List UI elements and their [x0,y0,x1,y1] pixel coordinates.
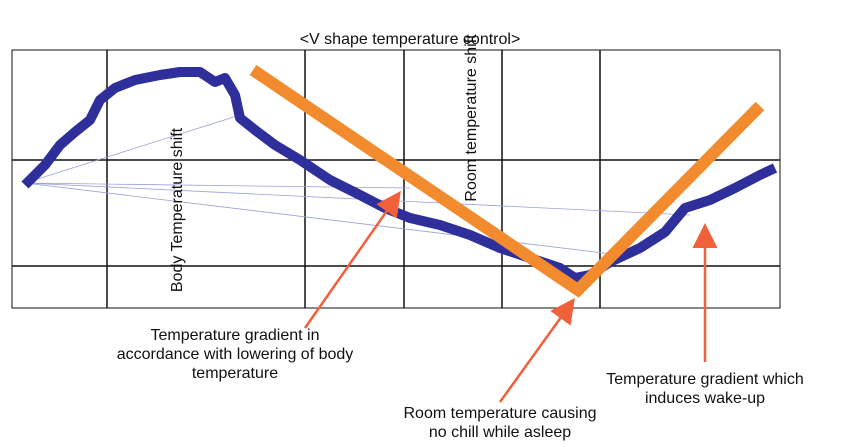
annotation-line: induces wake-up [645,390,765,407]
room-label: Room temperature shift [463,34,480,202]
body-label: Body Temperature shift [169,127,186,292]
title: <V shape temperature control> [300,31,521,48]
annotation-line: Temperature gradient in [151,327,320,344]
annotation-line: Temperature gradient which [606,371,803,388]
annotation-line: Room temperature causing [404,405,597,422]
annotation-line: accordance with lowering of body [117,346,354,363]
annotation-line: temperature [192,365,278,382]
annotation-line: no chill while asleep [429,424,571,441]
grid [11,49,781,309]
arrows [303,190,718,403]
annotations: Temperature gradient in accordance with l… [117,327,804,441]
v-shape-line [249,65,765,298]
body-temperature-curve [21,67,778,283]
